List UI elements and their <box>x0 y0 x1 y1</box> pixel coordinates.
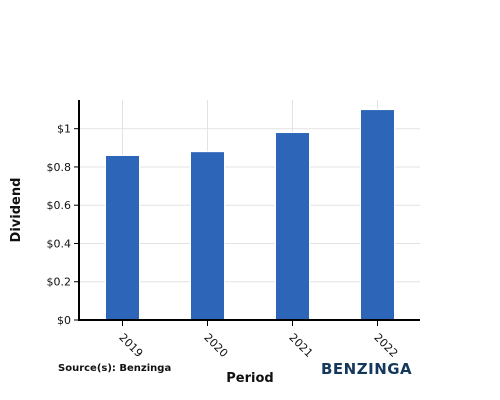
benzinga-logo: BENZINGA <box>321 360 413 378</box>
bar-2020 <box>190 151 225 321</box>
bar-2019 <box>105 154 140 321</box>
y-tick-label: $0 <box>57 314 71 327</box>
axes <box>78 100 420 321</box>
y-tick-label: $0.4 <box>47 237 72 250</box>
x-axis-title: Period <box>226 371 273 386</box>
x-tick-label: 2021 <box>286 331 315 360</box>
bar-2021 <box>275 132 310 321</box>
x-tick-label: 2019 <box>116 331 145 360</box>
bar-2022 <box>360 109 395 321</box>
y-ticks: $0 $0.2 $0.4 $0.6 $0.8 $1 <box>47 123 79 327</box>
y-tick-label: $1 <box>57 123 71 136</box>
x-tick-label: 2022 <box>371 331 400 360</box>
bars <box>105 109 395 321</box>
y-tick-label: $0.2 <box>47 276 72 289</box>
y-tick-label: $0.8 <box>47 161 72 174</box>
x-tick-label: 2020 <box>201 331 230 360</box>
y-axis-title: Dividend <box>9 178 24 243</box>
y-tick-label: $0.6 <box>47 199 72 212</box>
source-note: Source(s): Benzinga <box>58 363 172 374</box>
x-ticks: 2019 2020 2021 2022 <box>116 321 400 360</box>
